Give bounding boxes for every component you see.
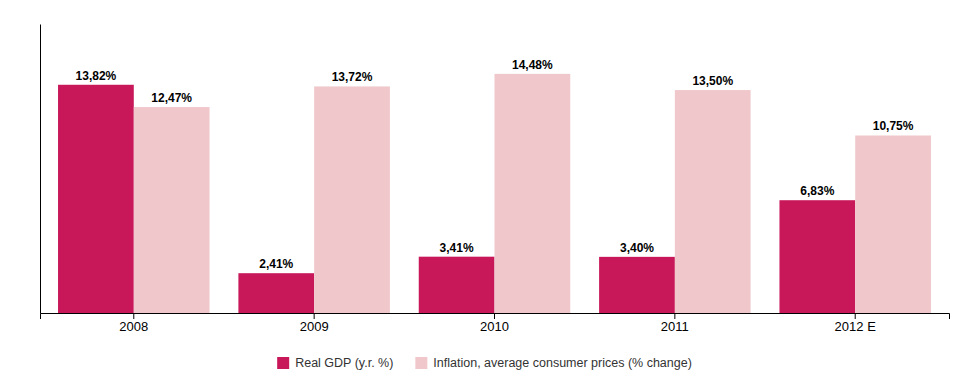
x-tick: 2010 (480, 313, 509, 334)
x-tick-mark (674, 313, 675, 319)
y-axis-line (40, 25, 41, 314)
bar (58, 85, 134, 313)
x-tick-label: 2010 (480, 319, 509, 334)
x-tick-label: 2012 E (835, 319, 877, 334)
x-axis: 2008 2009 2010 2011 2012 E (41, 313, 950, 334)
data-label: 13,50% (692, 74, 733, 88)
y-axis (40, 25, 41, 314)
x-tick: 2012 E (835, 313, 877, 334)
bars (58, 74, 931, 313)
data-label: 3,40% (620, 241, 654, 255)
bar (238, 273, 314, 313)
data-labels: 13,82% 2,41% 3,41% 3,40% 6,83% 12,47% 13,72% 14… (76, 58, 914, 271)
data-label: 10,75% (873, 119, 914, 133)
data-label: 13,82% (76, 69, 117, 83)
legend-label: Real GDP (y.r. %) (295, 356, 393, 370)
data-label: 13,72% (332, 70, 373, 84)
x-tick: 2009 (300, 313, 329, 334)
x-tick-mark (314, 313, 315, 319)
x-axis-line (41, 314, 950, 320)
legend-swatch (415, 357, 427, 369)
data-label: 12,47% (151, 91, 192, 105)
bar (599, 257, 675, 313)
legend: Real GDP (y.r. %) Inflation, average cons… (277, 356, 692, 370)
chart: 13,82% 2,41% 3,41% 3,40% 6,83% 12,47% 13,72% 14… (0, 0, 969, 385)
data-label: 3,41% (440, 241, 474, 255)
plot: 13,82% 2,41% 3,41% 3,40% 6,83% 12,47% 13,72% 14… (41, 25, 950, 335)
bar (419, 257, 495, 313)
x-tick-label: 2008 (119, 319, 148, 334)
bar (134, 107, 210, 313)
x-tick-mark (133, 313, 134, 319)
data-label: 2,41% (259, 257, 293, 271)
data-label: 6,83% (800, 184, 834, 198)
bar (675, 90, 751, 313)
legend-item: Real GDP (y.r. %) (277, 356, 393, 370)
bar (314, 86, 390, 313)
bar (855, 135, 931, 313)
x-tick-label: 2009 (300, 319, 329, 334)
x-tick-mark (855, 313, 856, 319)
bar (495, 74, 571, 313)
x-tick: 2011 (661, 313, 689, 334)
data-label: 14,48% (512, 58, 553, 72)
x-tick-label: 2011 (661, 319, 689, 334)
legend-swatch (277, 357, 289, 369)
x-tick: 2008 (119, 313, 148, 334)
legend-item: Inflation, average consumer prices (% ch… (415, 356, 691, 370)
bar (779, 200, 855, 313)
legend-label: Inflation, average consumer prices (% ch… (433, 356, 691, 370)
x-tick-mark (494, 313, 495, 319)
